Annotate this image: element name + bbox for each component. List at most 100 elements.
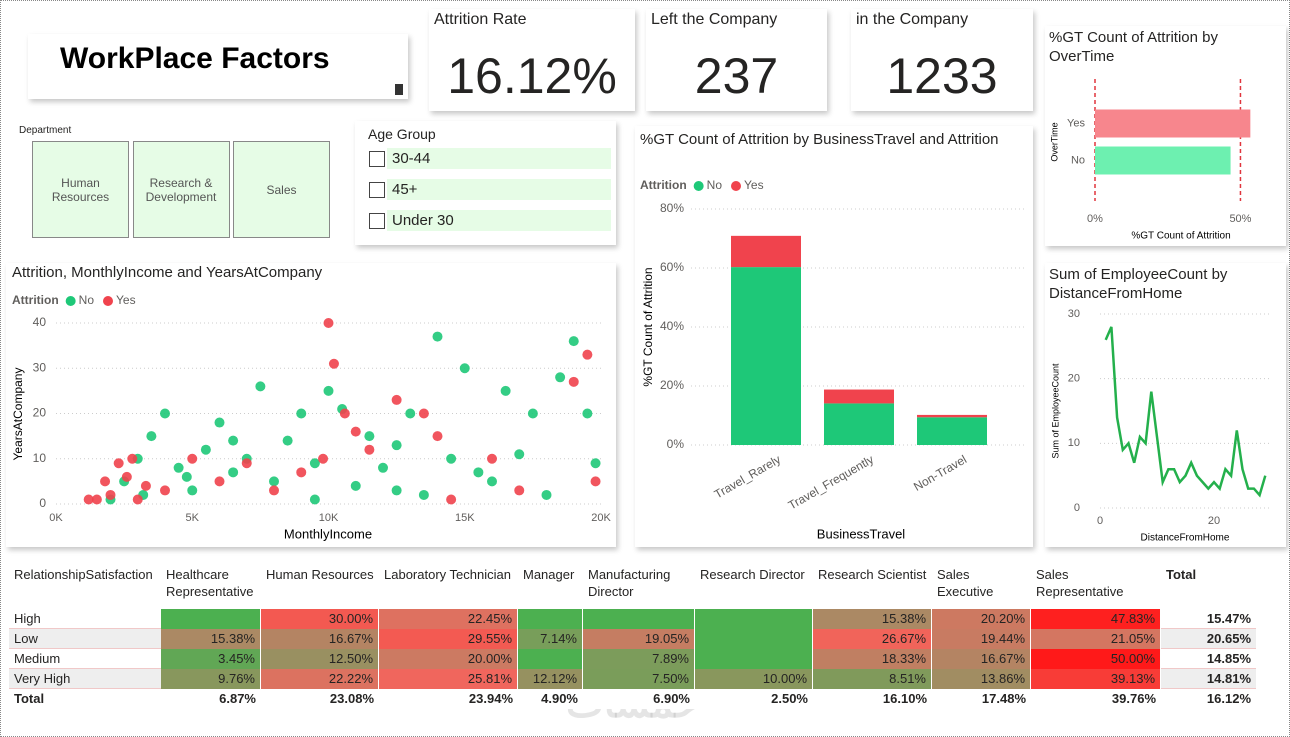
column-header: Human Resources (266, 567, 374, 582)
slicer-tile[interactable]: Human Resources (32, 141, 129, 238)
panel (635, 126, 1033, 547)
point (255, 381, 266, 392)
bar-segment (731, 267, 801, 445)
point (121, 471, 132, 482)
point (269, 485, 279, 496)
point (391, 440, 402, 451)
point (160, 408, 170, 419)
column-header: Sales Representative (1036, 567, 1124, 599)
table-cell: 7.89% (583, 649, 695, 669)
point (590, 458, 601, 469)
legend-marker (693, 181, 704, 191)
slicer-item[interactable]: 30-44 (387, 148, 611, 169)
point (228, 467, 239, 478)
slicer-item[interactable]: Under 30 (387, 210, 611, 231)
table-cell (695, 629, 813, 649)
legend-label: No (79, 293, 95, 307)
point (127, 453, 138, 464)
column-header: Sales Executive (937, 567, 994, 599)
bar-segment (731, 235, 801, 268)
table-cell: 20.20% (932, 609, 1031, 629)
point (323, 318, 334, 328)
table-cell: 6.90% (653, 691, 690, 706)
checkbox[interactable] (369, 213, 385, 229)
table-cell: 15.38% (813, 609, 932, 629)
point (200, 444, 211, 455)
chart-title: %GT Count of Attrition by OverTime (1049, 29, 1218, 65)
table-cell: 12.50% (261, 649, 379, 669)
kpi-value: 237 (694, 48, 779, 104)
column-header: RelationshipSatisfaction (14, 567, 153, 582)
x-tick-label: 0K (49, 512, 63, 524)
x-tick-label: 20 (1208, 515, 1220, 527)
table-cell: 26.67% (813, 629, 932, 649)
slicer-tile[interactable]: Sales (233, 141, 330, 238)
point (500, 385, 511, 396)
checkbox[interactable] (369, 151, 385, 167)
legend-label: Yes (116, 293, 136, 307)
point (296, 408, 307, 419)
table-cell: 14.85% (1206, 651, 1251, 666)
point (91, 494, 102, 505)
point (364, 444, 375, 455)
chart-title: Attrition, MonthlyIncome and YearsAtComp… (12, 264, 323, 281)
point (160, 485, 170, 496)
table-cell: 23.94% (468, 691, 513, 706)
table-cell (161, 609, 261, 629)
table-cell: 19.05% (583, 629, 695, 649)
table-cell: 15.38% (161, 629, 261, 649)
point (214, 476, 225, 487)
table-cell: 17.48% (981, 691, 1026, 706)
chart-title: %GT Count of Attrition by BusinessTravel… (640, 131, 999, 148)
x-axis-label: BusinessTravel (817, 526, 905, 541)
table-cell: High (14, 611, 41, 626)
slicer-title: Department (19, 125, 72, 136)
x-axis-label: DistanceFromHome (1141, 533, 1230, 544)
x-tick-label: Travel_Rarely (712, 452, 783, 501)
y-tick-label: 30 (33, 360, 47, 374)
slicer-item[interactable]: 45+ (387, 179, 611, 200)
table-cell: 21.05% (1031, 629, 1161, 649)
table-cell: 20.65% (1206, 631, 1251, 646)
kpi-value: 1233 (886, 48, 998, 104)
y-tick-label: 20 (33, 406, 47, 420)
x-tick-label: 20K (591, 512, 611, 524)
point (269, 476, 279, 487)
table-cell (695, 649, 813, 669)
bar-segment (824, 403, 894, 445)
y-tick-label: 40 (33, 315, 47, 329)
point (527, 408, 538, 419)
point (350, 426, 361, 437)
table-cell: 13.86% (932, 669, 1031, 689)
bar-segment (917, 417, 987, 445)
y-tick-label: Yes (1067, 117, 1085, 129)
table-cell: Very High (14, 671, 71, 686)
x-tick-label: 0 (1097, 515, 1103, 527)
checkbox[interactable] (369, 182, 385, 198)
legend-title: Attrition (12, 293, 59, 307)
point (105, 489, 116, 500)
point (350, 480, 361, 491)
point (296, 467, 307, 478)
column-header: Manager (523, 567, 575, 582)
table-cell: 16.12% (1206, 691, 1251, 706)
x-tick-label: Travel_Frequently (786, 452, 876, 512)
y-tick-label: 20% (660, 378, 684, 392)
table-cell: Total (14, 691, 45, 706)
table-cell: 7.14% (518, 629, 583, 649)
legend-marker (65, 296, 76, 306)
point (309, 458, 320, 469)
point (173, 462, 184, 473)
point (391, 485, 402, 496)
kpi-card: Left the Company 237 (646, 9, 827, 111)
point (514, 449, 525, 460)
bar (1095, 109, 1251, 138)
kpi-value: 16.12% (447, 48, 617, 104)
dashboard-title: WorkPlace Factors (60, 42, 330, 75)
column-header: Research Director (700, 567, 805, 582)
table-cell: 29.55% (379, 629, 518, 649)
point (590, 476, 601, 487)
slicer-tile[interactable]: Research & Development (132, 141, 230, 238)
slicer-title: Age Group (368, 126, 436, 142)
